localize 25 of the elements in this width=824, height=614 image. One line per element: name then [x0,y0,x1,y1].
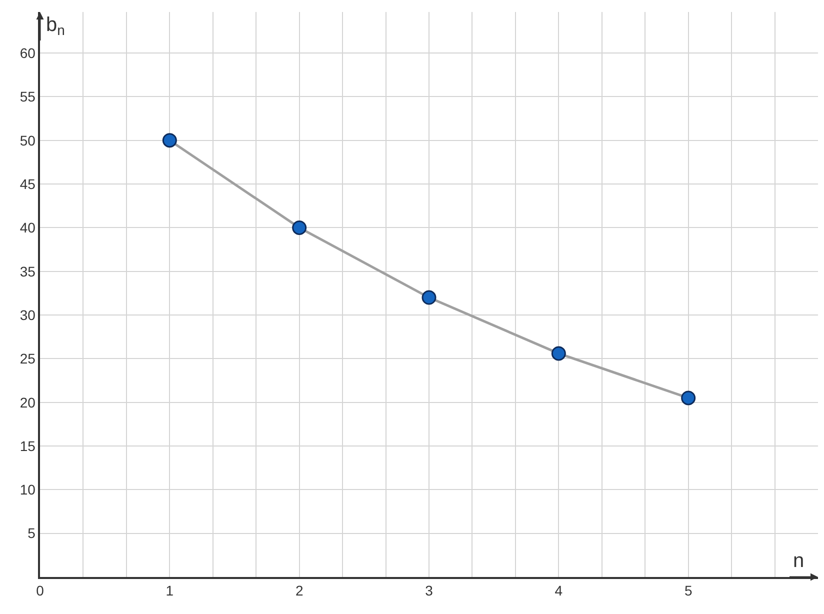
x-tick-label: 0 [36,582,44,599]
y-tick-label: 40 [20,220,36,236]
y-axis-title: b$_{n}$ [46,14,65,38]
point [551,346,566,361]
x-tick-label: 3 [425,582,434,599]
point [292,220,307,235]
x-tick-label: 2 [295,582,304,599]
x-axis-title: n [793,550,804,572]
y-tick-label: 10 [20,482,36,498]
y-tick-label: 50 [20,132,36,148]
y-tick-label: 20 [20,394,36,410]
y-tick-label: 60 [20,44,36,61]
point [681,390,696,406]
y-tick-label: 5 [28,525,36,542]
x-tick-label: 5 [684,582,692,599]
point [422,290,436,305]
y-tick-label: 55 [20,88,36,105]
x-tick-label: 4 [554,582,563,599]
y-tick-label: 45 [20,176,36,192]
y-tick-label: 35 [20,263,36,280]
y-tick-label: 15 [20,438,36,454]
x-tick-label: 1 [166,582,174,599]
point [162,133,177,148]
y-tick-label: 25 [20,350,36,367]
y-tick-label: 30 [20,306,36,323]
